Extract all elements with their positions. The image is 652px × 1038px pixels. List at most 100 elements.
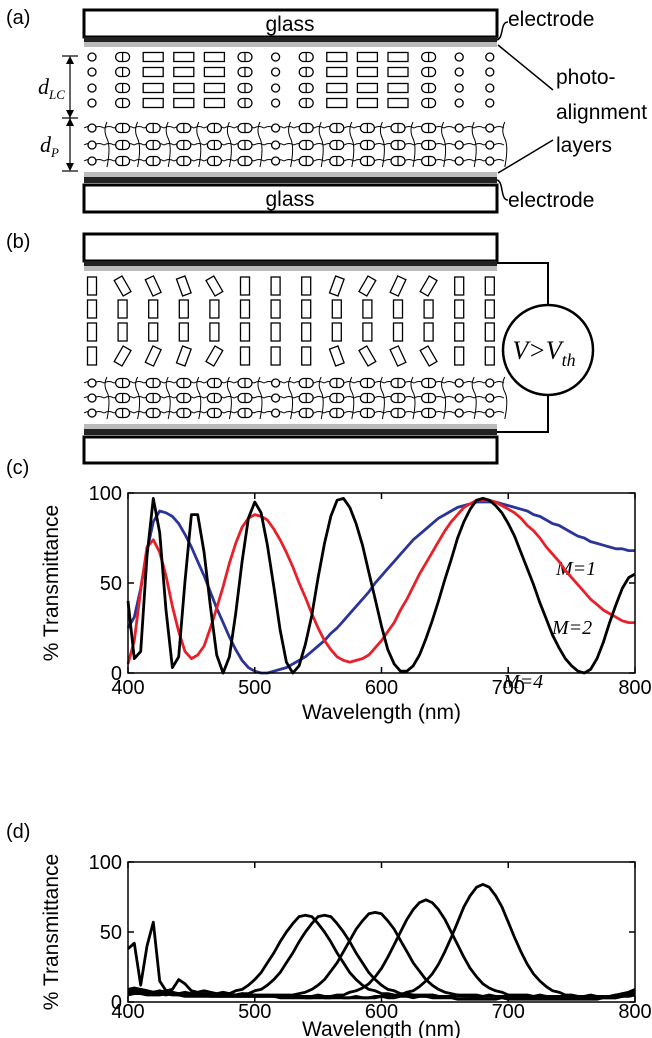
polymer-crosslink	[165, 376, 171, 420]
alignment-layer	[84, 424, 497, 429]
molecule	[454, 52, 464, 62]
molecule	[209, 322, 220, 342]
molecule	[270, 123, 281, 133]
molecule	[454, 83, 464, 93]
molecule	[454, 98, 464, 108]
molecule	[117, 299, 128, 319]
polymer-crosslink	[441, 376, 447, 420]
polymer-crosslink	[288, 376, 294, 420]
molecule	[87, 83, 97, 93]
molecule	[356, 66, 379, 78]
molecule	[454, 408, 464, 418]
voltage-text: V>V	[512, 336, 564, 365]
polymer-crosslink	[318, 376, 324, 420]
molecule	[203, 97, 226, 109]
alignment-layer	[84, 172, 497, 177]
molecule	[175, 345, 192, 367]
symbol: d	[40, 132, 52, 157]
y-tick-label: 50	[100, 573, 122, 595]
molecule	[86, 322, 98, 342]
d-lc-label: dLC	[38, 74, 65, 102]
polymer-crosslink	[226, 376, 232, 420]
polymer-crosslink	[196, 376, 202, 420]
molecule	[454, 156, 464, 166]
molecule	[270, 98, 281, 108]
y-tick-label: 100	[89, 483, 122, 505]
molecule	[203, 51, 226, 63]
alignment-label: photo-	[556, 66, 616, 89]
x-tick-label: 700	[492, 1001, 525, 1023]
panel-label: (d)	[6, 821, 30, 843]
polymer-crosslink	[288, 121, 294, 168]
molecule	[454, 140, 464, 150]
x-axis-label: Wavelength (nm)	[302, 1018, 461, 1038]
molecule	[239, 299, 251, 319]
molecule	[454, 346, 465, 366]
molecules	[83, 51, 508, 168]
panel-label: (c)	[6, 457, 29, 479]
molecule	[144, 275, 162, 297]
molecule	[270, 299, 281, 319]
polymer-crosslink	[441, 121, 447, 168]
voltage-source	[501, 303, 595, 397]
molecule	[270, 140, 281, 150]
molecule	[86, 276, 98, 296]
molecule	[392, 322, 404, 342]
subscript: LC	[48, 87, 65, 102]
molecule	[205, 275, 224, 297]
molecule	[148, 299, 159, 319]
molecule	[362, 322, 373, 342]
molecule	[358, 345, 377, 367]
molecule	[144, 345, 162, 367]
molecule	[86, 346, 98, 366]
molecule	[87, 123, 97, 133]
molecule	[113, 275, 132, 297]
molecule	[173, 97, 195, 109]
molecule	[389, 275, 407, 297]
polymer-crosslink	[104, 376, 110, 420]
molecule	[358, 275, 377, 297]
x-tick-label: 500	[238, 1001, 271, 1023]
molecule	[387, 97, 409, 109]
alignment-label: layers	[556, 134, 612, 157]
molecule	[87, 393, 97, 403]
molecule	[484, 276, 495, 296]
polymer-crosslink	[318, 121, 324, 168]
molecule	[203, 66, 226, 78]
molecule	[270, 408, 281, 418]
molecule	[485, 140, 495, 150]
molecule	[392, 299, 404, 319]
polymer-crosslink	[410, 376, 416, 420]
polymer-crosslink	[349, 121, 355, 168]
y-tick-label: 50	[100, 922, 122, 944]
molecule	[301, 299, 312, 319]
molecule	[331, 322, 342, 342]
data-line	[127, 913, 636, 1000]
polymer-crosslink	[410, 121, 416, 168]
polymer-crosslink	[257, 121, 263, 168]
molecule	[87, 52, 97, 62]
polymer-crosslink	[165, 121, 171, 168]
subscript: P	[50, 145, 59, 160]
molecules	[83, 275, 508, 420]
molecule	[485, 123, 495, 133]
molecule	[239, 346, 251, 366]
molecule	[113, 345, 132, 367]
panel-label: (b)	[6, 231, 30, 253]
leader	[497, 139, 554, 174]
molecule	[454, 299, 465, 319]
series-label: M=2	[551, 617, 592, 639]
molecule	[142, 97, 164, 109]
polymer-crosslink	[135, 121, 141, 168]
electrode	[84, 261, 497, 266]
y-tick-label: 0	[111, 663, 122, 685]
molecule	[87, 67, 97, 77]
leader	[496, 21, 509, 41]
glass	[82, 232, 499, 263]
molecule	[87, 408, 97, 418]
molecule	[419, 275, 438, 297]
data-line	[127, 883, 636, 1000]
electrode-label: electrode	[508, 8, 594, 31]
molecule	[326, 66, 348, 78]
molecule	[454, 378, 464, 388]
